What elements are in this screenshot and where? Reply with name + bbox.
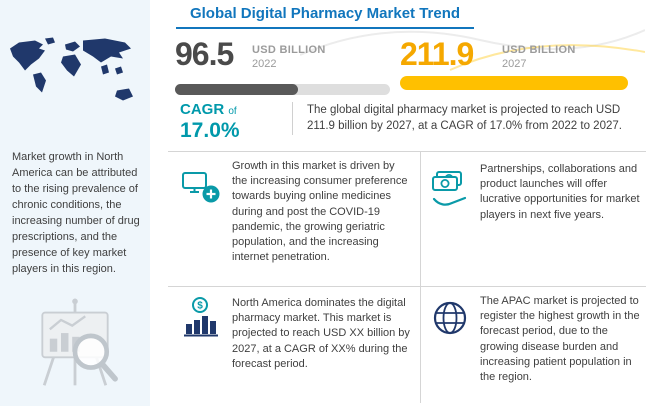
insight-north-america: North America dominates the digital phar… bbox=[232, 297, 410, 370]
unit-2027-label: USD BILLION bbox=[502, 44, 576, 56]
grid-top-divider bbox=[168, 151, 646, 152]
market-value-2022: 96.5 bbox=[175, 36, 234, 72]
apac-globe-icon bbox=[433, 301, 467, 335]
unit-2022-label: USD BILLION bbox=[252, 44, 326, 56]
market-value-2027: 211.9 bbox=[400, 36, 474, 72]
online-medicine-icon bbox=[182, 172, 220, 203]
insight-opportunities: Partnerships, collaborations and product… bbox=[480, 163, 640, 221]
cagr-value: 17.0% bbox=[180, 119, 240, 142]
market-summary: The global digital pharmacy market is pr… bbox=[292, 102, 637, 135]
market-2027-bar bbox=[400, 76, 628, 90]
grid-vertical-divider bbox=[420, 151, 421, 403]
year-2022: 2022 bbox=[252, 58, 277, 71]
partnership-icon bbox=[432, 171, 467, 206]
chart-magnifier-illustration bbox=[41, 298, 118, 386]
cagr-connector: of bbox=[228, 106, 237, 117]
decorative-swoosh bbox=[300, 29, 645, 71]
svg-text:$: $ bbox=[197, 301, 203, 312]
unit-2022: USD BILLION 2022 bbox=[252, 43, 326, 72]
cagr-word: CAGR bbox=[180, 101, 225, 118]
unit-2027: USD BILLION 2027 bbox=[502, 43, 576, 72]
title-wrap: Global Digital Pharmacy Market Trend bbox=[0, 3, 650, 29]
page-title: Global Digital Pharmacy Market Trend bbox=[175, 3, 475, 29]
year-2027: 2027 bbox=[502, 58, 527, 71]
market-2022-bar-fill bbox=[175, 84, 298, 95]
market-2022-bar bbox=[175, 84, 390, 95]
insight-drivers: Growth in this market is driven by the i… bbox=[232, 160, 408, 264]
cagr-block: CAGR of 17.0% bbox=[180, 101, 240, 143]
regional-note: Market growth in North America can be at… bbox=[12, 151, 140, 275]
insight-apac: The APAC market is projected to register… bbox=[480, 295, 640, 383]
grid-horizontal-divider bbox=[168, 286, 646, 287]
north-america-market-icon: $ bbox=[184, 297, 218, 337]
world-map bbox=[10, 37, 133, 101]
sidebar: Market growth in North America can be at… bbox=[0, 0, 150, 406]
